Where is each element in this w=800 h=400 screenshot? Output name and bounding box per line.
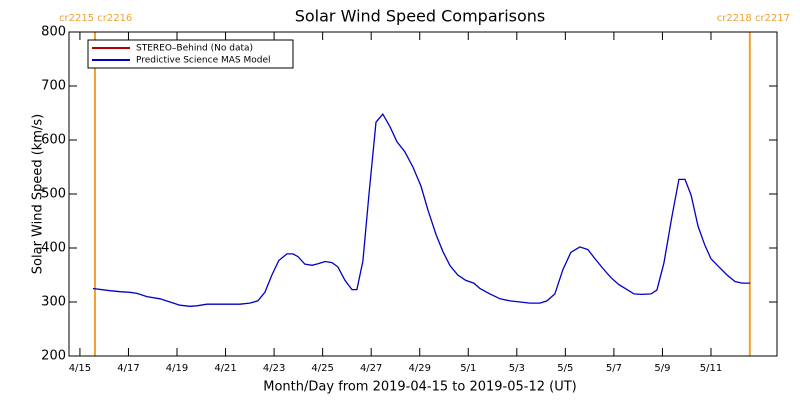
x-tick-label: 5/11 xyxy=(700,363,722,374)
y-tick-label: 200 xyxy=(41,349,66,364)
x-tick-label: 5/7 xyxy=(606,363,622,374)
annotation: cr2215 cr2216 xyxy=(59,13,132,24)
y-tick-label: 500 xyxy=(41,187,66,202)
x-tick-label: 4/27 xyxy=(360,363,382,374)
x-tick-label: 5/3 xyxy=(509,363,525,374)
x-tick-label: 4/23 xyxy=(263,363,285,374)
x-tick-label: 5/9 xyxy=(654,363,670,374)
x-tick-label: 4/21 xyxy=(214,363,236,374)
y-tick-label: 700 xyxy=(41,79,66,94)
legend-box xyxy=(87,39,294,69)
annotation: cr2218 cr2217 xyxy=(717,13,790,24)
x-tick-label: 4/29 xyxy=(408,363,430,374)
data-line xyxy=(92,112,751,307)
x-tick-label: 5/1 xyxy=(460,363,476,374)
chart-title: Solar Wind Speed Comparisons xyxy=(295,7,546,26)
x-axis-title: Month/Day from 2019-04-15 to 2019-05-12 … xyxy=(263,380,576,395)
legend-label: Predictive Science MAS Model xyxy=(136,56,271,66)
x-tick-label: 4/15 xyxy=(69,363,91,374)
plot-frame xyxy=(68,31,778,357)
y-tick-label: 800 xyxy=(41,25,66,40)
x-tick-label: 4/17 xyxy=(117,363,139,374)
y-axis-title: Solar Wind Speed (km/s) xyxy=(31,114,46,274)
x-tick-label: 4/25 xyxy=(311,363,333,374)
legend-label: STEREO–Behind (No data) xyxy=(136,44,253,54)
y-tick-label: 600 xyxy=(41,133,66,148)
x-tick-label: 4/19 xyxy=(166,363,188,374)
y-tick-label: 300 xyxy=(41,295,66,310)
y-tick-label: 400 xyxy=(41,241,66,256)
x-tick-label: 5/5 xyxy=(557,363,573,374)
